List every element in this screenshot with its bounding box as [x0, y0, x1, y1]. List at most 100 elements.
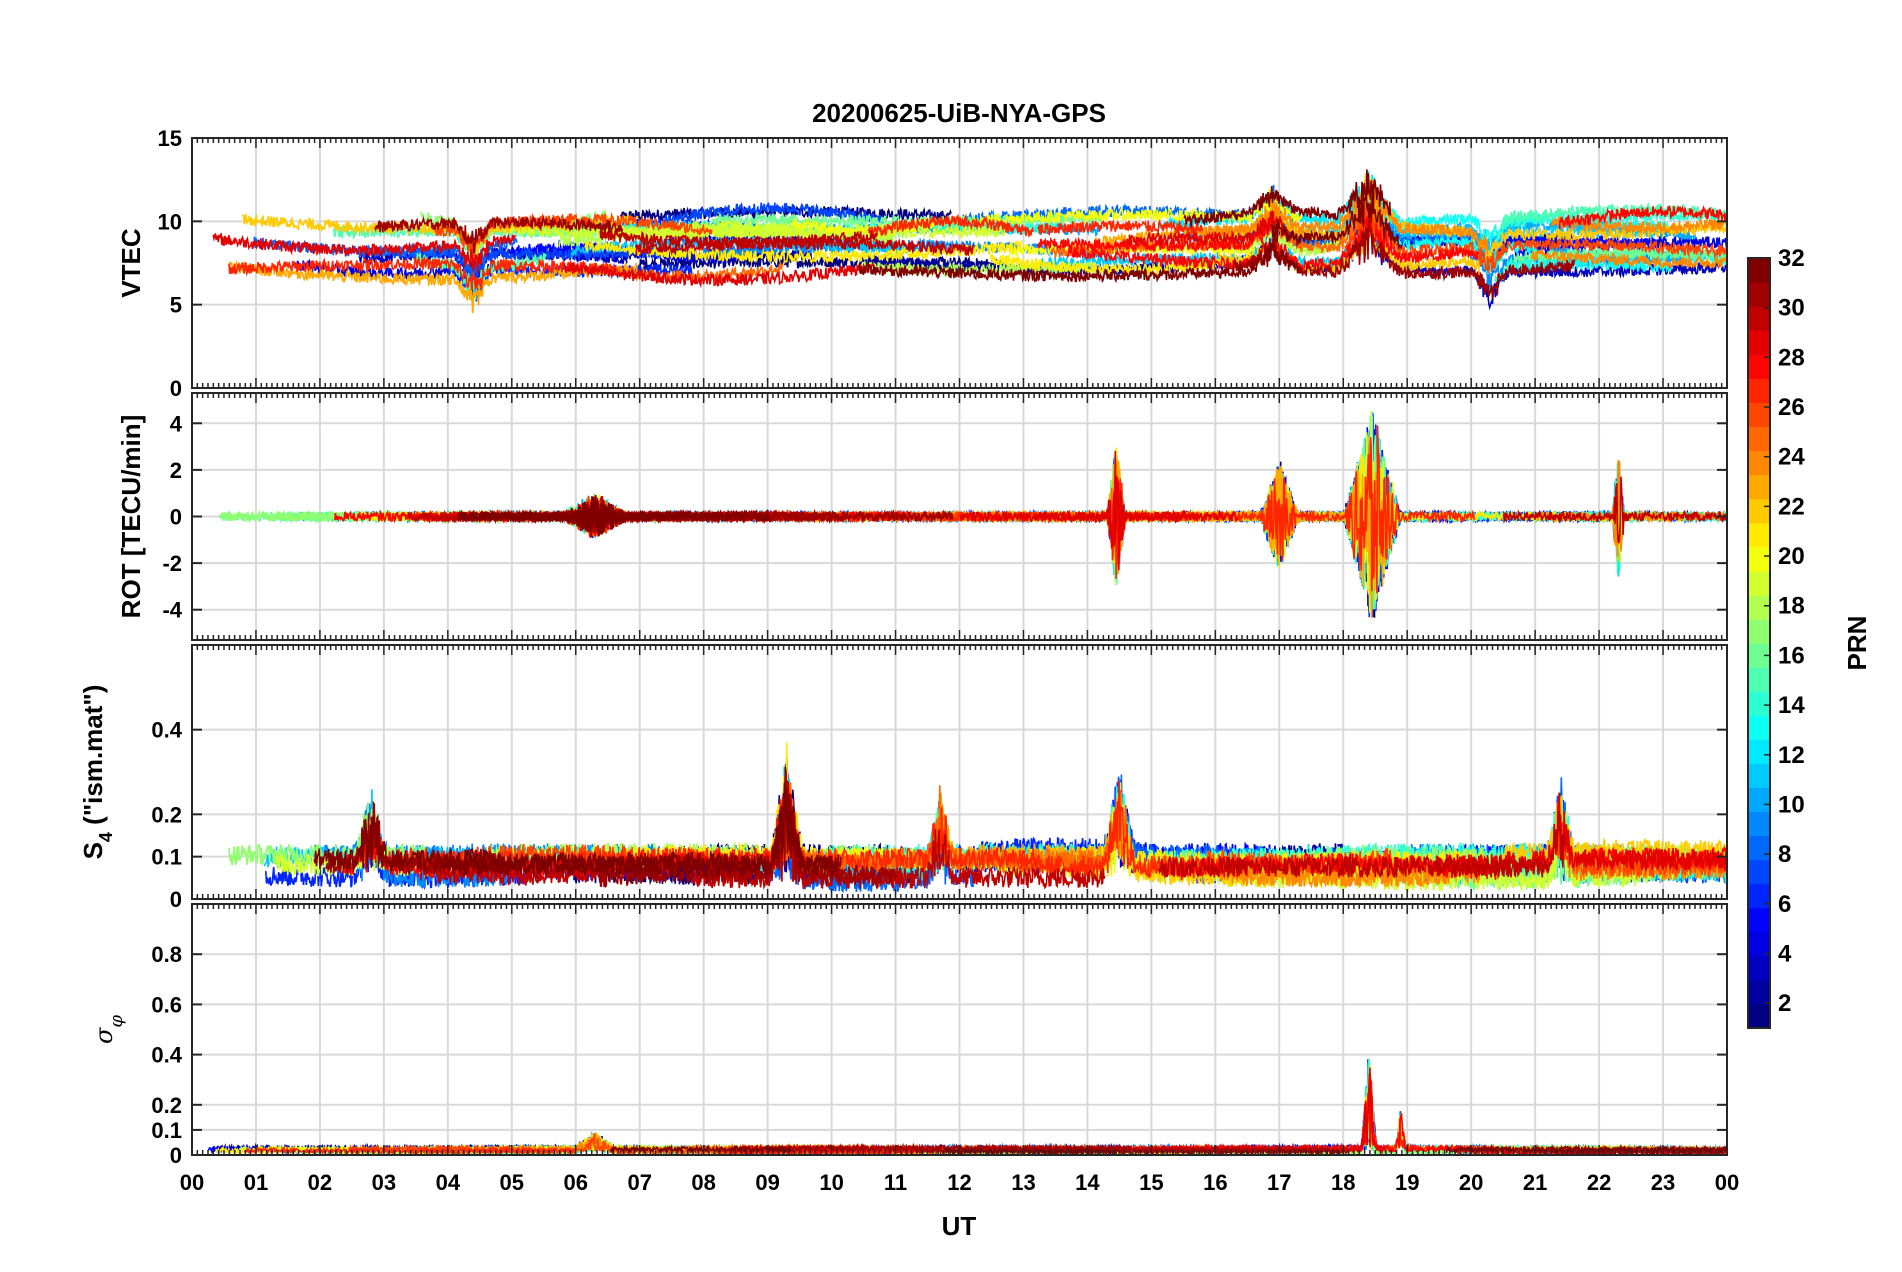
y-tick-label: 0 [170, 1143, 182, 1168]
colorbar-band [1748, 883, 1770, 909]
colorbar-tick-label: 10 [1778, 791, 1805, 818]
y-axis-label-sub: 4 [96, 832, 116, 842]
series-group [218, 411, 1727, 619]
x-tick-label: 21 [1523, 1170, 1547, 1195]
colorbar-tick-label: 22 [1778, 493, 1805, 520]
y-tick-label: 0 [170, 376, 182, 401]
colorbar-band [1748, 354, 1770, 379]
series-line-prn-29 [563, 261, 879, 289]
series-line-prn-32 [489, 766, 840, 879]
colorbar-band [1748, 955, 1770, 981]
x-tick-label: 14 [1075, 1170, 1100, 1195]
series-line-prn-1 [637, 254, 1004, 273]
colorbar-band [1748, 498, 1770, 524]
y-tick-label: -4 [162, 598, 182, 623]
colorbar-band [1748, 979, 1770, 1005]
series-line-prn-19 [659, 219, 793, 237]
series-line-prn-30 [1157, 811, 1566, 881]
colorbar-frame [1747, 257, 1771, 1029]
colorbar-tick-label: 8 [1778, 841, 1791, 868]
series-group [227, 742, 1727, 893]
colorbar-band [1748, 835, 1770, 861]
colorbar-band [1748, 426, 1770, 452]
y-tick-label: 0.4 [151, 1043, 182, 1068]
y-axis-label: VTEC [116, 228, 146, 298]
series-line-prn-30 [634, 234, 974, 258]
y-tick-label: 0.4 [151, 718, 182, 743]
series-line-prn-29 [1034, 450, 1187, 571]
colorbar-band [1748, 618, 1770, 644]
x-tick-label: 16 [1203, 1170, 1227, 1195]
y-tick-label: 4 [170, 411, 183, 436]
colorbar-tick-label: 26 [1778, 394, 1805, 421]
colorbar-band [1748, 739, 1770, 764]
series-line-prn-28 [1589, 845, 1727, 870]
colorbar-band [1748, 1003, 1770, 1029]
y-axis-label-main: σ [90, 1027, 118, 1044]
series-line-prn-32 [520, 496, 663, 537]
y-tick-label: 0.2 [151, 1093, 182, 1118]
colorbar-band [1748, 474, 1770, 500]
colorbar-tick-label: 20 [1778, 543, 1805, 570]
series-line-prn-26 [433, 212, 713, 262]
colorbar-band [1748, 570, 1770, 596]
x-tick-label: 01 [244, 1170, 268, 1195]
y-tick-label: -2 [162, 551, 182, 576]
y-tick-label: 0 [170, 505, 182, 530]
y-tick-label: 2 [170, 458, 182, 483]
colorbar-tick-label: 2 [1778, 990, 1791, 1017]
x-tick-label: 02 [308, 1170, 332, 1195]
panel-s4: 0 0.1 0.2 0.4 S4 ("ism.mat") [78, 644, 1728, 912]
series-line-prn-20 [789, 216, 937, 238]
x-tick-label: 18 [1331, 1170, 1355, 1195]
colorbar-band [1748, 811, 1770, 837]
colorbar-band [1748, 787, 1770, 813]
series-line-prn-27 [867, 213, 1034, 238]
series-line-prn-7 [661, 202, 885, 227]
series-line-prn-27 [1018, 780, 1224, 879]
y-axis-label-main: S [78, 842, 108, 859]
x-axis-label: UT [942, 1211, 977, 1241]
x-tick-label: 00 [1715, 1170, 1739, 1195]
series-line-prn-28 [1037, 217, 1273, 254]
y-tick-label: 0.1 [151, 845, 182, 870]
x-tick-label: 17 [1267, 1170, 1291, 1195]
y-tick-label: 5 [170, 293, 182, 318]
series-line-prn-9 [702, 237, 1118, 260]
y-tick-label: 0 [170, 887, 182, 912]
colorbar-band [1748, 859, 1770, 885]
panel-vtec: 0 5 10 15 VTEC [116, 126, 1728, 401]
panel-sigphi: 00.10.2 0.4 0.6 0.8 σφ [90, 903, 1728, 1168]
series-line-prn-18 [856, 259, 1098, 278]
colorbar-band [1748, 594, 1770, 620]
chart-title: 20200625-UiB-NYA-GPS [812, 98, 1106, 128]
x-tick-label: 15 [1139, 1170, 1163, 1195]
y-tick-label: 0.1 [151, 1118, 182, 1143]
x-tick-label: 04 [436, 1170, 461, 1195]
colorbar-tick-label: 30 [1778, 295, 1805, 322]
colorbar-band [1748, 667, 1770, 692]
colorbar-label: PRN [1842, 616, 1872, 671]
x-axis: 00 01 02 03 04 05 06 07 08 09 10 11 12 13 14 15 16 17 18 19… [180, 1170, 1739, 1195]
colorbar-band [1748, 282, 1770, 307]
y-axis-label: S4 ("ism.mat") [78, 685, 116, 860]
y-tick-label: 0.6 [151, 992, 182, 1017]
series-line-prn-30 [691, 781, 1106, 890]
series-group [212, 169, 1727, 314]
x-tick-label: 10 [819, 1170, 843, 1195]
series-line-prn-24 [1531, 248, 1727, 271]
colorbar-tick-label: 12 [1778, 742, 1805, 769]
colorbar-tick-label: 14 [1778, 692, 1805, 719]
y-tick-label: 0.8 [151, 942, 182, 967]
x-tick-label: 12 [947, 1170, 971, 1195]
colorbar-band [1748, 330, 1770, 355]
x-tick-label: 23 [1651, 1170, 1675, 1195]
series-line-prn-29 [1126, 210, 1291, 247]
x-tick-label: 19 [1395, 1170, 1419, 1195]
colorbar-band [1748, 258, 1770, 283]
x-tick-label: 07 [627, 1170, 651, 1195]
series-line-prn-32 [313, 813, 492, 873]
x-tick-label: 13 [1011, 1170, 1035, 1195]
